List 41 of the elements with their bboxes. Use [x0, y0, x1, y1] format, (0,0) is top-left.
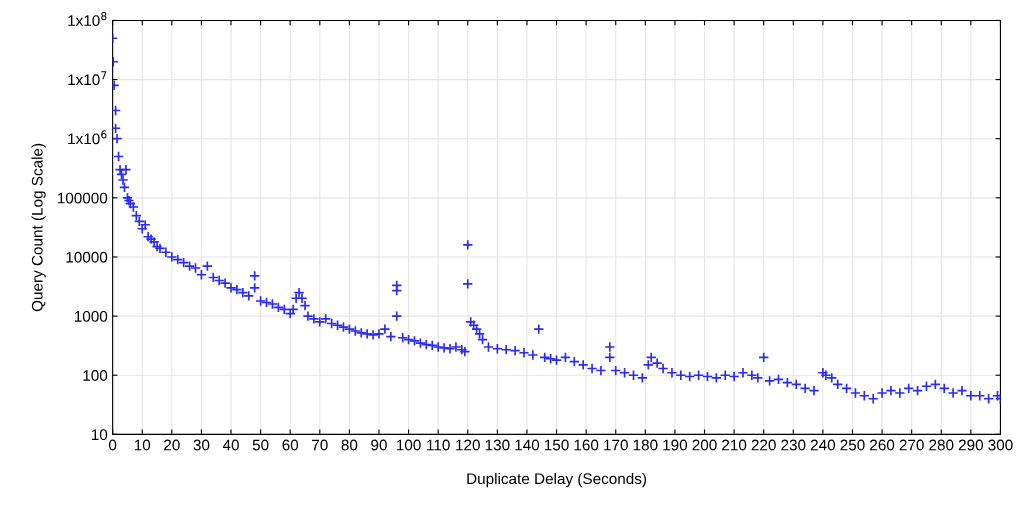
- x-tick-label: 50: [252, 439, 269, 451]
- x-tick-label: 100: [397, 439, 421, 451]
- x-tick-label: 210: [722, 439, 747, 451]
- x-tick-label: 110: [427, 439, 450, 451]
- x-tick-label: 60: [282, 439, 299, 451]
- x-tick-label: 140: [515, 439, 540, 451]
- x-tick-label: 160: [574, 439, 599, 451]
- x-tick-label: 290: [958, 439, 983, 451]
- x-tick-label: 280: [929, 439, 954, 451]
- x-tick-label: 150: [544, 439, 569, 451]
- x-tick-label: 240: [810, 439, 836, 451]
- x-tick-label: 70: [312, 439, 328, 451]
- x-tick-label: 80: [341, 439, 358, 451]
- y-tick-label: 100000: [57, 192, 108, 204]
- y-tick-label: 1x10$^{8}$: [68, 12, 107, 27]
- x-tick-label: 180: [633, 439, 658, 451]
- x-tick-label: 30: [193, 439, 210, 451]
- x-tick-label: 190: [663, 439, 688, 451]
- y-tick-label: 100: [83, 370, 108, 381]
- x-tick-label: 170: [604, 439, 628, 451]
- y-tick-label: 1x10$^{7}$: [68, 71, 107, 86]
- x-tick-label: 220: [751, 439, 776, 451]
- x-tick-label: 120: [456, 439, 480, 451]
- y-tick-label: 10000: [66, 251, 108, 263]
- y-tick-label: 1000: [74, 310, 108, 322]
- x-tick-label: 0: [108, 439, 117, 451]
- x-tick-label: 250: [840, 439, 865, 451]
- x-tick-label: 90: [371, 439, 387, 451]
- x-tick-label: 20: [164, 439, 180, 451]
- x-tick-label: 300: [988, 439, 1013, 451]
- x-tick-label: 200: [692, 439, 717, 451]
- x-tick-label: 130: [485, 439, 510, 451]
- x-tick-label: 270: [899, 439, 924, 451]
- y-tick-label: 10: [91, 429, 108, 441]
- x-tick-label: 260: [870, 439, 895, 451]
- x-tick-label: 230: [781, 439, 806, 451]
- x-tick-label: 10: [134, 439, 151, 451]
- y-tick-label: 1x10$^{6}$: [68, 130, 107, 145]
- x-tick-label: 40: [222, 439, 239, 451]
- y-axis-title: Query Count (Log Scale): [31, 143, 46, 312]
- x-axis-title: Duplicate Delay (Seconds): [467, 472, 647, 488]
